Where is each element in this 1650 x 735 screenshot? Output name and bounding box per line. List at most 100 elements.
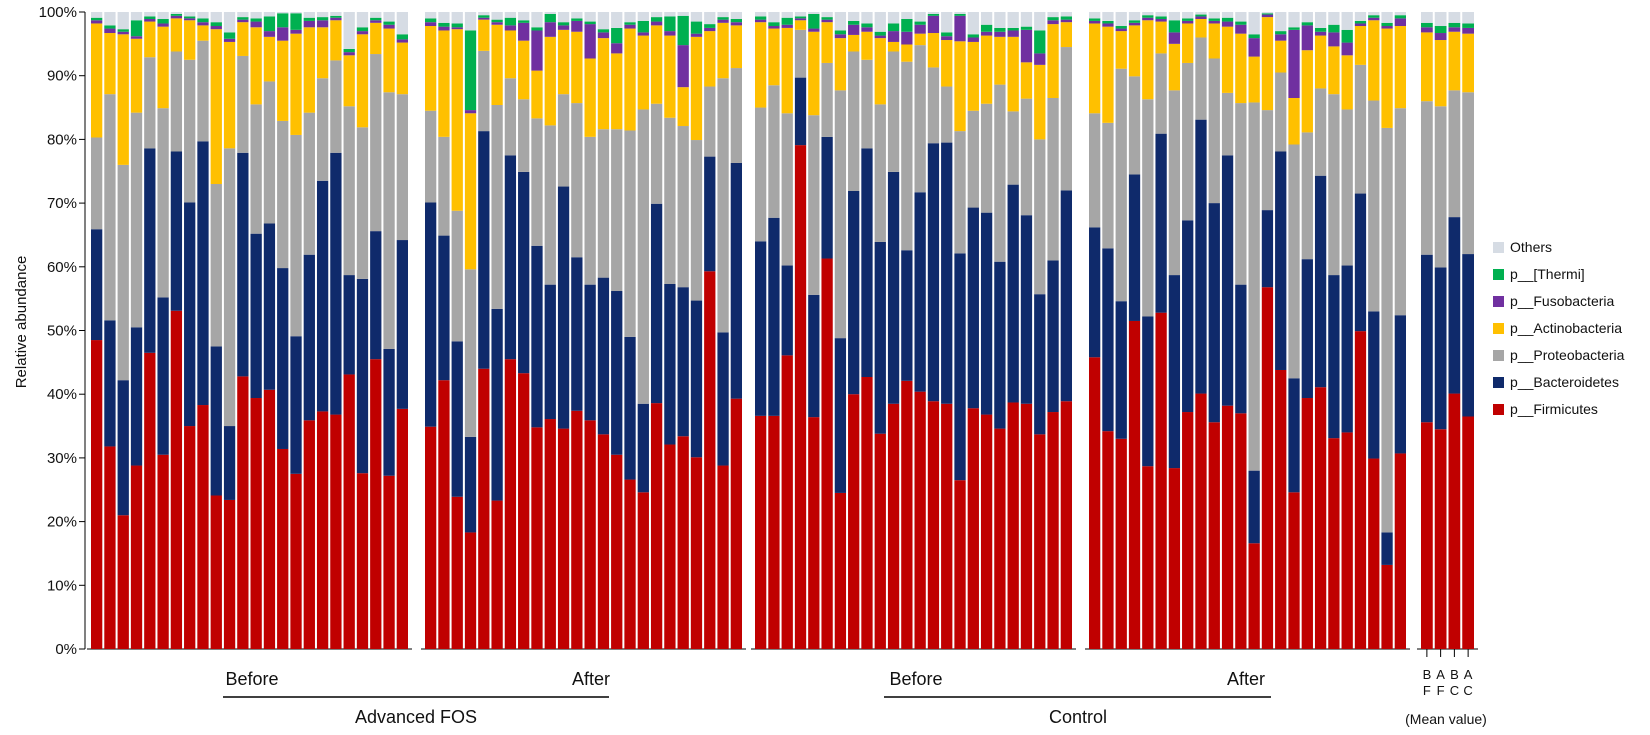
- segment-pactinobacteria: [624, 28, 636, 131]
- bar-AF-After-17: [637, 12, 649, 649]
- segment-pfirmicutes: [755, 415, 767, 649]
- segment-pthermi: [1328, 24, 1340, 33]
- segment-pfirmicutes: [1142, 466, 1154, 649]
- segment-others: [1341, 12, 1353, 30]
- segment-pthermi: [1314, 27, 1327, 32]
- segment-pfirmicutes: [144, 352, 156, 649]
- segment-pproteobacteria: [1328, 94, 1340, 276]
- segment-pbacteroidetes: [343, 275, 355, 375]
- segment-pproteobacteria: [1208, 58, 1220, 204]
- segment-others: [704, 12, 716, 25]
- segment-pactinobacteria: [1434, 40, 1447, 107]
- segment-others: [504, 12, 517, 18]
- segment-pthermi: [690, 21, 703, 34]
- segment-pthermi: [1248, 34, 1260, 39]
- bar-C-After-15: [1275, 12, 1287, 649]
- segment-others: [1142, 12, 1154, 16]
- segment-pproteobacteria: [941, 86, 953, 143]
- segment-pthermi: [1047, 17, 1059, 21]
- segment-pbacteroidetes: [1341, 265, 1353, 433]
- segment-pproteobacteria: [425, 110, 437, 203]
- segment-pproteobacteria: [927, 67, 940, 144]
- segment-pactinobacteria: [343, 55, 355, 107]
- legend-swatch: [1493, 242, 1504, 253]
- segment-pactinobacteria: [518, 40, 530, 100]
- segment-pthermi: [1341, 29, 1353, 43]
- segment-pthermi: [263, 16, 276, 32]
- segment-others: [343, 12, 355, 49]
- segment-pproteobacteria: [1034, 139, 1046, 295]
- segment-pbacteroidetes: [91, 229, 103, 341]
- segment-pthermi: [597, 29, 610, 33]
- segment-pbacteroidetes: [1034, 294, 1046, 435]
- segment-pthermi: [834, 30, 847, 35]
- segment-pthermi: [383, 21, 395, 25]
- segment-pactinobacteria: [1089, 23, 1101, 114]
- segment-pactinobacteria: [170, 18, 183, 52]
- segment-others: [144, 12, 156, 17]
- segment-pbacteroidetes: [650, 203, 663, 404]
- segment-pproteobacteria: [755, 107, 767, 242]
- panel-C-Before: [751, 12, 1076, 650]
- segment-pbacteroidetes: [1155, 133, 1167, 313]
- segment-pactinobacteria: [861, 31, 873, 60]
- segment-pproteobacteria: [1381, 127, 1393, 533]
- segment-pfusobacteria: [464, 110, 477, 114]
- segment-pproteobacteria: [210, 183, 222, 347]
- segment-pbacteroidetes: [1168, 275, 1181, 469]
- segment-others: [1102, 12, 1114, 21]
- segment-others: [383, 12, 395, 22]
- segment-pthermi: [504, 17, 517, 26]
- segment-pfirmicutes: [104, 446, 116, 649]
- segment-pactinobacteria: [808, 31, 820, 116]
- y-axis-label: Relative abundance: [13, 256, 30, 389]
- bar-C-Before-8: [848, 12, 860, 649]
- segment-pthermi: [1007, 27, 1019, 31]
- segment-pfirmicutes: [1007, 402, 1019, 649]
- segment-pbacteroidetes: [1301, 259, 1313, 399]
- bar-C-Before-23: [1047, 12, 1059, 649]
- y-tick-label: 20%: [47, 514, 77, 531]
- mean-label-top: A: [1436, 667, 1445, 682]
- legend-item: p__Firmicutes: [1493, 401, 1598, 417]
- segment-pbacteroidetes: [250, 233, 262, 399]
- segment-pfusobacteria: [848, 24, 860, 35]
- segment-pthermi: [370, 17, 382, 21]
- segment-pfirmicutes: [584, 420, 596, 649]
- segment-pfirmicutes: [994, 428, 1006, 649]
- segment-others: [250, 12, 262, 19]
- segment-pfirmicutes: [1341, 432, 1353, 649]
- bar-AF-Before-23: [383, 12, 395, 649]
- segment-others: [848, 12, 860, 21]
- bar-AF-After-9: [531, 12, 543, 649]
- segment-pfirmicutes: [184, 426, 196, 649]
- segment-pbacteroidetes: [210, 346, 222, 496]
- segment-pproteobacteria: [356, 127, 369, 279]
- segment-pthermi: [994, 27, 1006, 32]
- bar-C-After-13: [1248, 12, 1260, 649]
- segment-pbacteroidetes: [438, 235, 450, 381]
- segment-pproteobacteria: [768, 85, 780, 218]
- legend-label: Others: [1510, 239, 1552, 255]
- segment-pproteobacteria: [504, 78, 517, 156]
- bar-AF-Before-8: [184, 12, 196, 649]
- segment-pfusobacteria: [250, 21, 262, 28]
- segment-pfirmicutes: [704, 271, 716, 649]
- y-tick-label: 0%: [55, 641, 77, 658]
- segment-others: [1462, 12, 1474, 24]
- segment-others: [794, 12, 807, 17]
- segment-pbacteroidetes: [491, 308, 503, 501]
- segment-pproteobacteria: [1155, 53, 1167, 134]
- segment-pthermi: [1020, 26, 1033, 30]
- bar-C-After-8: [1182, 12, 1194, 649]
- bar-AF-Before-6: [157, 12, 169, 649]
- legend-item: p__Actinobacteria: [1493, 320, 1622, 336]
- bar-AF-After-19: [664, 12, 676, 649]
- segment-pbacteroidetes: [1421, 254, 1433, 423]
- legend-label: p__Fusobacteria: [1510, 293, 1615, 309]
- segment-others: [1007, 12, 1019, 28]
- bar-AF-After-10: [544, 12, 556, 649]
- segment-pfirmicutes: [1195, 393, 1207, 649]
- segment-others: [1288, 12, 1300, 28]
- y-tick-label: 70%: [47, 195, 77, 212]
